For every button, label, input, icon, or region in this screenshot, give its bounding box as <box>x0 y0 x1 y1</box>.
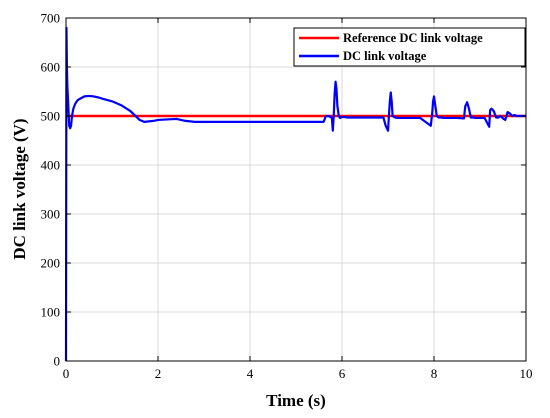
y-tick-label: 300 <box>41 207 61 222</box>
x-tick-label: 0 <box>63 366 70 381</box>
y-tick-label: 700 <box>41 11 61 26</box>
plot-area <box>66 18 526 361</box>
legend-label-dc-link: DC link voltage <box>343 49 427 63</box>
x-tick-label: 2 <box>155 366 162 381</box>
x-axis-label: Time (s) <box>266 391 326 410</box>
y-tick-label: 0 <box>54 354 61 369</box>
x-tick-label: 4 <box>247 366 254 381</box>
y-tick-label: 500 <box>41 109 61 124</box>
y-tick-label: 400 <box>41 158 61 173</box>
plot-frame <box>65 17 527 362</box>
ticks <box>65 17 527 362</box>
series-layer <box>64 26 526 362</box>
legend-label-reference: Reference DC link voltage <box>343 31 483 45</box>
x-tick-label: 8 <box>431 366 438 381</box>
y-tick-label: 600 <box>41 60 61 75</box>
y-axis-label: DC link voltage (V) <box>10 118 29 259</box>
dc-link-voltage-line <box>64 26 526 362</box>
y-tick-label: 200 <box>41 256 61 271</box>
legend-box <box>293 27 526 67</box>
x-tick-label: 10 <box>520 366 533 381</box>
y-tick-label: 100 <box>41 305 61 320</box>
x-tick-label: 6 <box>339 366 346 381</box>
legend: Reference DC link voltage DC link voltag… <box>293 27 526 67</box>
